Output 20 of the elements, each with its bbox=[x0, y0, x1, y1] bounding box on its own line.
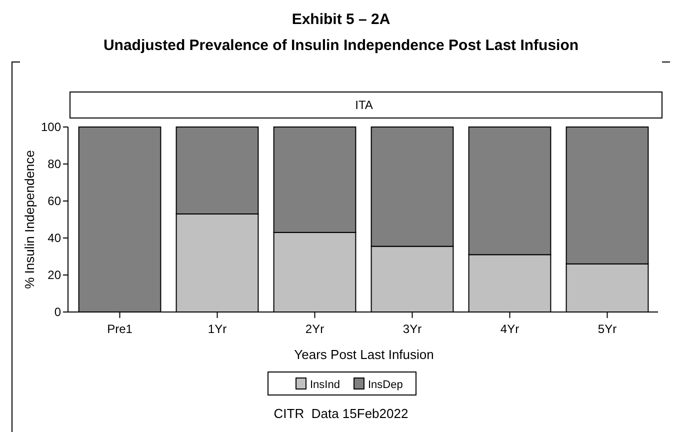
x-tick-label: 2Yr bbox=[305, 322, 324, 336]
y-tick-label: 0 bbox=[54, 305, 62, 319]
legend-label: InsDep bbox=[368, 379, 403, 391]
legend-label: InsInd bbox=[310, 379, 340, 391]
y-tick-label: 60 bbox=[48, 194, 62, 208]
x-tick-label: 1Yr bbox=[208, 322, 227, 336]
x-tick-label: 3Yr bbox=[402, 322, 422, 336]
chart-subtitle: Unadjusted Prevalence of Insulin Independence Post Last Infusion bbox=[103, 37, 579, 54]
y-axis-title: % Insulin Independence bbox=[22, 150, 37, 289]
x-tick-label: 4Yr bbox=[500, 322, 520, 336]
y-tick-label: 100 bbox=[40, 120, 62, 134]
text: ITA bbox=[355, 98, 373, 112]
x-tick-label: Pre1 bbox=[107, 322, 133, 336]
y-tick-label: 80 bbox=[48, 157, 62, 171]
x-axis-title: Years Post Last Infusion bbox=[294, 347, 434, 362]
chart-title: Exhibit 5 – 2A bbox=[292, 11, 390, 28]
text: CITR Data 15Feb2022 bbox=[274, 406, 408, 421]
x-tick-label: 5Yr bbox=[598, 322, 617, 336]
y-tick-label: 40 bbox=[48, 231, 62, 245]
y-tick-label: 20 bbox=[48, 268, 62, 282]
